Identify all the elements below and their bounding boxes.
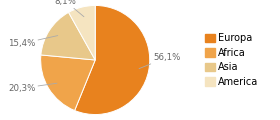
Text: 8,1%: 8,1% (54, 0, 84, 17)
Text: 15,4%: 15,4% (8, 36, 58, 48)
Text: 56,1%: 56,1% (139, 53, 181, 69)
Text: 20,3%: 20,3% (8, 83, 57, 93)
Wedge shape (41, 55, 95, 111)
Legend: Europa, Africa, Asia, America: Europa, Africa, Asia, America (205, 33, 259, 87)
Wedge shape (41, 12, 95, 60)
Wedge shape (69, 5, 95, 60)
Wedge shape (75, 5, 150, 115)
